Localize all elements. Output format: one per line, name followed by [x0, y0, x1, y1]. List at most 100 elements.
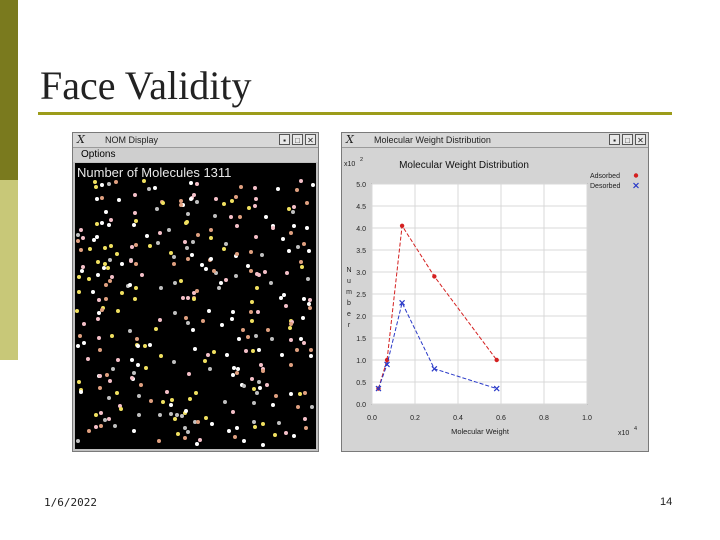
molecule-dot — [157, 413, 162, 418]
molecule-dot — [198, 437, 203, 442]
minimize-button[interactable]: ▪ — [609, 134, 620, 145]
molecule-dot — [171, 254, 176, 259]
molecule-dot — [288, 392, 293, 396]
minimize-button[interactable]: ▪ — [279, 134, 290, 145]
molecule-dot — [93, 412, 98, 417]
molecule-dot — [310, 182, 315, 187]
molecule-dot — [95, 222, 100, 227]
molecule-dot — [203, 358, 208, 363]
molecule-dot — [111, 367, 116, 372]
maximize-button[interactable]: □ — [622, 134, 633, 145]
molecule-dot — [183, 409, 188, 414]
legend-label: Adsorbed — [590, 173, 620, 180]
molecule-dot — [252, 401, 257, 406]
molecule-dot — [248, 249, 253, 254]
molecule-dot — [305, 226, 309, 231]
molecule-dot — [217, 285, 222, 290]
molecule-dot — [185, 296, 190, 301]
molecule-dot — [106, 416, 111, 421]
data-point-adsorbed — [494, 357, 499, 363]
molecule-dot — [119, 406, 124, 411]
y-tick-label: 4.0 — [356, 226, 366, 233]
molecule-dot — [107, 378, 112, 383]
molecule-dot — [108, 243, 113, 248]
molecule-dot — [181, 202, 186, 207]
molecule-dot — [112, 423, 117, 428]
molecule-dot — [92, 180, 97, 185]
molecule-dot — [256, 379, 261, 384]
molecule-dot — [233, 274, 238, 279]
molecule-dot — [239, 184, 244, 189]
molecule-dot — [128, 259, 133, 264]
close-button[interactable]: ✕ — [635, 134, 646, 145]
molecule-dot — [95, 260, 100, 265]
molecule-dot — [98, 373, 103, 378]
molecule-dot — [207, 308, 212, 313]
slide-date: 1/6/2022 — [44, 496, 97, 509]
molecule-dot — [96, 298, 101, 302]
mwd-chart: 0.0 0.5 1.0 1.5 2.0 2.5 3.0 3.5 4.0 4.5 5.0 0.0 0.2 0… — [344, 157, 639, 437]
molecule-dot — [294, 348, 299, 353]
molecule-dot — [168, 411, 173, 416]
molecule-dot — [186, 321, 191, 326]
molecule-dot — [192, 290, 197, 295]
y-tick-label: 2.5 — [356, 292, 366, 299]
molecule-dot — [260, 253, 265, 258]
molecule-dot — [94, 197, 99, 202]
molecule-dot — [199, 262, 204, 267]
molecule-dot — [76, 274, 81, 279]
molecule-dot — [166, 227, 171, 232]
molecule-dot — [119, 290, 124, 295]
mwd-titlebar[interactable]: X Molecular Weight Distribution ▪ □ ✕ — [342, 133, 648, 148]
molecule-dot — [117, 403, 122, 408]
molecule-dot — [78, 389, 83, 394]
close-button[interactable]: ✕ — [305, 134, 316, 145]
molecule-dot — [175, 413, 180, 418]
molecule-dot — [190, 253, 195, 258]
molecule-dot — [232, 366, 237, 371]
molecule-dot — [287, 206, 292, 211]
molecule-dot — [251, 349, 256, 354]
molecule-dot — [79, 269, 84, 274]
molecule-dot — [255, 390, 260, 395]
x-app-icon[interactable]: X — [77, 133, 85, 146]
molecule-dot — [156, 240, 161, 245]
nom-titlebar[interactable]: X NOM Display ▪ □ ✕ — [73, 133, 318, 148]
molecule-dot — [134, 285, 139, 290]
molecule-dot — [132, 192, 137, 197]
molecule-dot — [75, 239, 80, 244]
molecule-dot — [183, 425, 188, 430]
molecule-dot — [108, 258, 113, 262]
molecule-dot — [295, 405, 300, 410]
molecule-dot — [75, 439, 80, 444]
menu-options[interactable]: Options — [81, 149, 116, 160]
x-app-icon[interactable]: X — [346, 133, 354, 146]
molecule-dot — [235, 371, 240, 376]
y-tick-label: 0.0 — [356, 402, 366, 409]
slide-accent-bar-light — [0, 180, 18, 360]
nom-window-title: NOM Display — [105, 135, 159, 145]
molecule-dot — [77, 333, 82, 338]
molecule-dot — [106, 396, 111, 401]
molecule-dot — [253, 185, 258, 190]
molecule-dot — [209, 236, 214, 241]
molecule-dot — [188, 181, 193, 186]
molecule-dot — [230, 199, 235, 204]
molecule-dot — [133, 218, 138, 223]
nom-molecule-canvas[interactable]: Number of Molecules 1311 — [75, 163, 316, 449]
molecule-dot — [97, 335, 102, 340]
molecule-dot — [249, 268, 254, 273]
molecule-dot — [234, 426, 239, 431]
molecule-dot — [178, 279, 183, 284]
data-point-desorbed — [493, 385, 500, 392]
molecule-dot — [307, 249, 312, 254]
molecule-dot — [138, 382, 143, 387]
molecule-dot — [157, 231, 162, 236]
molecule-dot — [208, 227, 213, 232]
mwd-window[interactable]: X Molecular Weight Distribution ▪ □ ✕ 0.… — [341, 132, 649, 452]
molecule-dot — [185, 212, 190, 217]
molecule-dot — [91, 237, 96, 242]
molecule-dot — [244, 349, 249, 354]
nom-display-window[interactable]: X NOM Display ▪ □ ✕ Options Number of Mo… — [72, 132, 319, 452]
maximize-button[interactable]: □ — [292, 134, 303, 145]
